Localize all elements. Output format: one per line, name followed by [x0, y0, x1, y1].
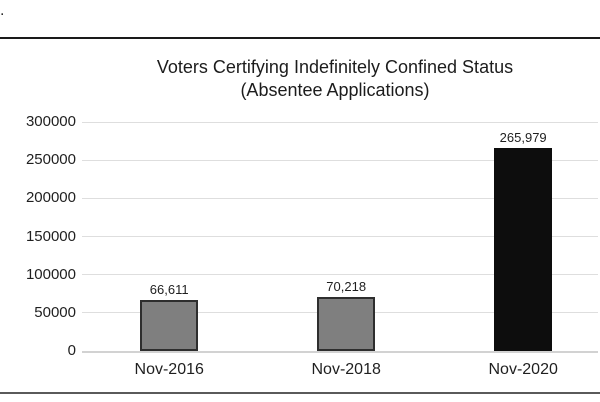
bar-nov-2016	[140, 300, 199, 351]
gridline	[82, 236, 598, 237]
bar-nov-2018	[317, 297, 376, 351]
x-axis-category-label: Nov-2020	[488, 361, 558, 378]
x-axis-category-labels: Nov-2016 Nov-2018 Nov-2020	[82, 361, 598, 383]
y-axis-tick-label: 0	[67, 342, 76, 359]
x-axis-category-label: Nov-2018	[311, 361, 381, 378]
gridline	[82, 159, 598, 161]
gridline	[82, 274, 598, 276]
x-axis-category-label: Nov-2016	[134, 361, 204, 378]
y-axis-tick-label: 200000	[25, 189, 76, 207]
bar-value-label: 66,611	[149, 282, 189, 297]
top-horizontal-rule	[0, 37, 600, 39]
gridline	[82, 122, 598, 123]
bar-nov-2020	[494, 148, 553, 351]
chart-title: Voters Certifying Indefinitely Confined …	[80, 56, 590, 102]
y-axis-tick-label: 250000	[25, 151, 76, 169]
y-axis-tick-label: 300000	[25, 113, 76, 130]
chart-title-line1: Voters Certifying Indefinitely Confined …	[156, 57, 514, 77]
bar-value-label: 70,218	[326, 279, 367, 294]
gridline	[82, 197, 598, 199]
y-axis-tick-label: 50000	[34, 303, 76, 321]
y-axis-tick-label: 100000	[25, 265, 76, 283]
chart-title-line2: (Absentee Applications)	[240, 80, 430, 100]
y-axis-tick-label: 150000	[25, 227, 76, 245]
bar-value-label: 265,979	[499, 130, 547, 145]
stray-period-mark: .	[0, 2, 5, 19]
bar-chart-plot-area: 66,611 70,218 265,979	[82, 122, 598, 353]
y-axis-tick-labels: 0 50000 100000 150000 200000 250000 300000	[0, 113, 76, 359]
bottom-horizontal-rule	[0, 392, 600, 394]
